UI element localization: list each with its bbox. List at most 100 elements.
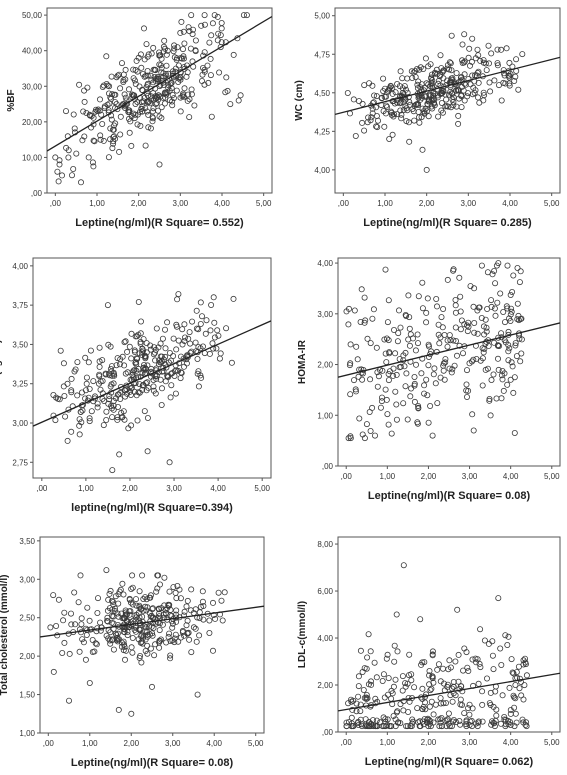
data-point — [129, 649, 136, 656]
data-point — [501, 370, 508, 377]
data-point — [438, 107, 445, 114]
y-tick-label: 3,00 — [19, 575, 35, 584]
data-point — [440, 362, 447, 369]
data-point — [385, 675, 392, 682]
data-point — [369, 110, 376, 117]
data-point — [181, 608, 188, 615]
data-point — [431, 365, 438, 372]
data-point — [120, 71, 127, 78]
data-point — [436, 340, 443, 347]
data-point — [487, 412, 494, 419]
data-point — [111, 371, 118, 378]
data-point — [94, 404, 101, 411]
data-point — [384, 411, 391, 418]
data-point — [467, 81, 474, 88]
data-point — [86, 680, 93, 687]
data-point — [514, 316, 521, 323]
data-point — [463, 381, 470, 388]
data-point — [500, 79, 507, 86]
data-point — [498, 46, 505, 53]
data-point — [510, 692, 517, 699]
data-point — [361, 294, 368, 301]
data-point — [522, 659, 529, 666]
data-point — [66, 650, 73, 657]
data-point — [91, 138, 98, 145]
data-point — [485, 42, 492, 49]
data-point — [414, 419, 421, 426]
data-point — [84, 84, 91, 91]
data-point — [461, 710, 468, 717]
data-point — [358, 286, 365, 293]
data-point — [133, 367, 140, 374]
data-point — [68, 389, 75, 396]
y-tick-label: 1,50 — [19, 691, 35, 700]
data-point — [104, 82, 111, 89]
data-point — [397, 68, 404, 75]
data-point — [112, 99, 119, 106]
data-point — [70, 111, 77, 118]
y-axis-label: BMI (kg/m2) — [0, 340, 3, 397]
data-point — [144, 82, 151, 89]
data-point — [76, 648, 83, 655]
data-point — [517, 358, 524, 365]
data-point — [429, 648, 436, 655]
data-point — [104, 618, 111, 625]
data-point — [137, 639, 144, 646]
x-tick-label: ,00 — [341, 738, 353, 747]
data-point — [452, 658, 459, 665]
data-point — [110, 134, 117, 141]
regression-line — [40, 605, 264, 638]
data-point — [398, 93, 405, 100]
data-point — [178, 18, 185, 25]
data-point — [137, 653, 144, 660]
data-point — [85, 394, 92, 401]
data-point — [177, 595, 184, 602]
data-point — [107, 640, 114, 647]
data-point — [116, 588, 123, 595]
data-point — [349, 706, 356, 713]
data-point — [140, 25, 147, 32]
data-point — [373, 717, 380, 724]
data-point — [107, 343, 114, 350]
data-point — [156, 113, 163, 120]
data-point — [397, 324, 404, 331]
data-point — [384, 104, 391, 111]
data-point — [169, 92, 176, 99]
data-point — [230, 51, 237, 58]
data-point — [507, 311, 514, 318]
x-tick-label: 2,00 — [123, 739, 139, 748]
data-point — [150, 90, 157, 97]
data-point — [130, 367, 137, 374]
data-point — [126, 129, 133, 136]
data-point — [477, 626, 484, 633]
data-point — [119, 102, 126, 109]
data-point — [390, 713, 397, 720]
data-point — [492, 280, 499, 287]
x-tick-label: 1,00 — [377, 199, 393, 208]
data-point — [432, 701, 439, 708]
data-point — [389, 85, 396, 92]
data-point — [205, 79, 212, 86]
data-point — [77, 572, 84, 579]
data-point — [388, 430, 395, 437]
data-point — [114, 630, 121, 637]
data-point — [108, 363, 115, 370]
data-point — [113, 395, 120, 402]
data-point — [510, 272, 517, 279]
data-point — [454, 606, 461, 613]
data-point — [502, 339, 509, 346]
data-point — [107, 587, 114, 594]
data-point — [115, 613, 122, 620]
data-point — [141, 56, 148, 63]
data-point — [457, 293, 464, 300]
x-tick-label: 5,00 — [544, 472, 560, 481]
data-point — [424, 295, 431, 302]
data-point — [516, 685, 523, 692]
data-point — [470, 303, 477, 310]
data-point — [506, 59, 513, 66]
data-point — [355, 98, 362, 105]
data-point — [512, 73, 519, 80]
data-point — [63, 144, 70, 151]
data-point — [506, 80, 513, 87]
data-point — [103, 408, 110, 415]
